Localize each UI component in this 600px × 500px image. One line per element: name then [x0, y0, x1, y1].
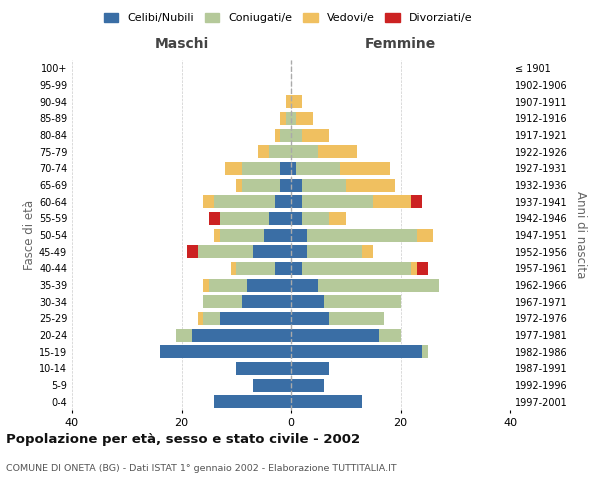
Bar [214, 395, 291, 408]
Bar [198, 312, 203, 325]
Bar [220, 212, 269, 225]
Bar [302, 195, 373, 208]
Bar [291, 228, 307, 241]
Bar [275, 262, 291, 275]
Bar [286, 112, 291, 125]
Bar [291, 195, 302, 208]
Bar [280, 128, 291, 141]
Bar [203, 195, 214, 208]
Bar [302, 212, 329, 225]
Bar [291, 128, 302, 141]
Bar [291, 162, 296, 175]
Bar [258, 145, 269, 158]
Bar [412, 195, 422, 208]
Bar [226, 162, 242, 175]
Bar [214, 228, 220, 241]
Bar [302, 128, 329, 141]
Bar [220, 312, 291, 325]
Bar [417, 228, 433, 241]
Bar [319, 145, 356, 158]
Bar [231, 262, 236, 275]
Bar [291, 178, 302, 192]
Bar [379, 328, 401, 342]
Bar [198, 245, 253, 258]
Bar [417, 262, 428, 275]
Bar [209, 278, 247, 291]
Bar [160, 345, 291, 358]
Bar [242, 162, 280, 175]
Y-axis label: Anni di nascita: Anni di nascita [574, 192, 587, 278]
Bar [362, 245, 373, 258]
Bar [280, 162, 291, 175]
Text: Femmine: Femmine [365, 37, 436, 51]
Bar [253, 245, 291, 258]
Bar [269, 145, 291, 158]
Bar [296, 162, 340, 175]
Bar [291, 362, 329, 375]
Bar [373, 195, 412, 208]
Bar [291, 95, 302, 108]
Bar [275, 128, 280, 141]
Bar [193, 328, 291, 342]
Bar [291, 212, 302, 225]
Bar [291, 295, 324, 308]
Bar [307, 245, 362, 258]
Bar [203, 295, 242, 308]
Text: COMUNE DI ONETA (BG) - Dati ISTAT 1° gennaio 2002 - Elaborazione TUTTITALIA.IT: COMUNE DI ONETA (BG) - Dati ISTAT 1° gen… [6, 464, 397, 473]
Bar [291, 245, 307, 258]
Bar [329, 312, 384, 325]
Bar [203, 278, 209, 291]
Bar [340, 162, 389, 175]
Bar [319, 278, 439, 291]
Bar [324, 295, 401, 308]
Bar [236, 262, 275, 275]
Bar [280, 112, 286, 125]
Bar [187, 245, 198, 258]
Bar [253, 378, 291, 392]
Bar [236, 362, 291, 375]
Bar [302, 178, 346, 192]
Bar [291, 312, 329, 325]
Bar [422, 345, 428, 358]
Bar [247, 278, 291, 291]
Bar [291, 328, 379, 342]
Bar [263, 228, 291, 241]
Bar [291, 112, 296, 125]
Text: Popolazione per età, sesso e stato civile - 2002: Popolazione per età, sesso e stato civil… [6, 432, 360, 446]
Bar [242, 295, 291, 308]
Y-axis label: Fasce di età: Fasce di età [23, 200, 36, 270]
Bar [214, 195, 275, 208]
Bar [203, 312, 220, 325]
Bar [220, 228, 263, 241]
Bar [242, 178, 280, 192]
Bar [412, 262, 417, 275]
Text: Maschi: Maschi [154, 37, 209, 51]
Bar [329, 212, 346, 225]
Bar [209, 212, 220, 225]
Bar [280, 178, 291, 192]
Legend: Celibi/Nubili, Coniugati/e, Vedovi/e, Divorziati/e: Celibi/Nubili, Coniugati/e, Vedovi/e, Di… [99, 8, 477, 28]
Bar [275, 195, 291, 208]
Bar [291, 262, 302, 275]
Bar [307, 228, 417, 241]
Bar [302, 262, 412, 275]
Bar [291, 378, 324, 392]
Bar [291, 278, 319, 291]
Bar [296, 112, 313, 125]
Bar [291, 395, 362, 408]
Bar [176, 328, 193, 342]
Bar [346, 178, 395, 192]
Bar [236, 178, 242, 192]
Bar [291, 145, 319, 158]
Bar [291, 345, 422, 358]
Bar [269, 212, 291, 225]
Bar [286, 95, 291, 108]
